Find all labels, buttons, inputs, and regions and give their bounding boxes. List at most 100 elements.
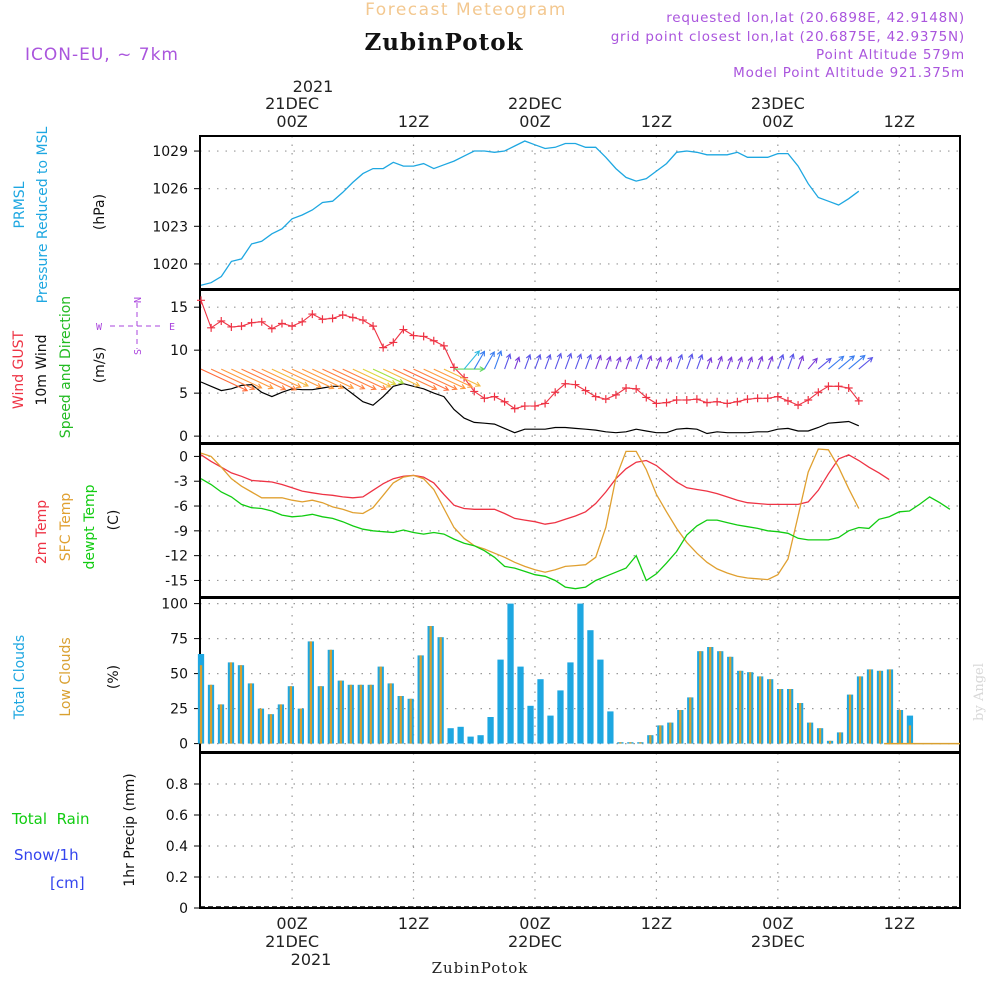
wind-direction-arrow: [726, 356, 733, 370]
wind-direction-arrow: [757, 355, 764, 370]
gust-marker: [237, 322, 246, 331]
total-cloud-bar: [567, 662, 574, 744]
gust-marker: [844, 383, 853, 392]
low-cloud-bar: [689, 697, 692, 744]
wind-direction-label: Speed and Direction: [58, 296, 74, 438]
pressure-label-prmsl: PRMSL: [12, 181, 28, 228]
low-cloud-bar: [878, 670, 882, 744]
wind-direction-arrow: [332, 368, 377, 391]
total-cloud-bar: [597, 659, 604, 744]
temp-2m-label: 2m Temp: [34, 500, 50, 564]
precip-unit: 1hr Precip (mm): [122, 773, 138, 886]
panel-temperature: 0 -3 -6 -9 -12 -15: [165, 443, 961, 598]
wind-direction-arrow: [696, 353, 704, 370]
low-cloud-bar: [818, 728, 822, 744]
wind-direction-arrow: [574, 353, 583, 370]
wind-direction-arrow: [291, 368, 335, 390]
gust-marker: [561, 379, 570, 388]
gust-marker: [530, 402, 539, 411]
y-tick-label: 0: [179, 901, 188, 917]
panel-clouds: 0 25 50 75 100: [161, 597, 961, 753]
wind-direction-arrow: [848, 354, 866, 370]
wind-direction-arrow: [483, 350, 495, 370]
sfc-temp-line: [200, 448, 860, 581]
wind-direction-arrow: [736, 356, 743, 370]
total-cloud-bar: [477, 735, 484, 744]
wind-direction-arrow: [231, 368, 274, 390]
compass-east: E: [169, 322, 175, 333]
y-tick-label: 0: [179, 429, 188, 445]
snow-label: Snow/1h: [14, 846, 79, 864]
gust-marker: [227, 322, 236, 331]
y-tick-label: 10: [170, 343, 188, 359]
wind-direction-arrow: [362, 368, 397, 386]
wind-direction-arrow: [544, 353, 552, 370]
low-cloud-bar: [339, 680, 342, 744]
requested-point: requested lon,lat (20.6898E, 42.9148N): [666, 10, 965, 26]
low-cloud-bar: [759, 676, 762, 744]
wind-direction-arrow: [454, 366, 486, 372]
top-year: 2021: [293, 77, 334, 96]
wind-10m-label: 10m Wind: [34, 334, 50, 405]
low-cloud-bar: [399, 696, 402, 744]
clouds-unit: (%): [106, 665, 122, 689]
low-cloud-bar: [788, 689, 792, 744]
pressure-label-msl: Pressure Reduced to MSL: [35, 126, 51, 303]
rain-label: Total Rain: [11, 810, 90, 828]
wind-direction-arrow: [807, 357, 818, 370]
dewpt-line: [200, 478, 951, 590]
panel-pressure: 1020 1023 1026 1029: [152, 135, 961, 290]
y-tick-label: 75: [170, 632, 188, 648]
low-cloud-bar: [429, 626, 432, 744]
low-cloud-bar: [319, 686, 322, 744]
low-cloud-bar: [739, 670, 742, 744]
point-altitude: Point Altitude 579m: [816, 47, 965, 63]
y-tick-label: 0: [179, 737, 188, 753]
low-cloud-bar: [419, 655, 422, 744]
total-cloud-bar: [527, 705, 534, 744]
bottom-day-label: 22DEC: [508, 932, 562, 951]
wind-direction-arrow: [504, 353, 512, 370]
gust-marker: [672, 396, 681, 405]
y-tick-label: 0.4: [166, 839, 188, 855]
low-cloud-bar: [749, 672, 752, 744]
gust-marker: [348, 313, 357, 322]
total-cloud-bar: [537, 679, 544, 744]
gust-marker: [703, 398, 712, 407]
y-tick-label: 1026: [152, 182, 188, 198]
y-tick-label: 25: [170, 702, 188, 718]
low-cloud-bar: [369, 684, 372, 744]
gust-marker: [753, 394, 762, 403]
wind-direction-arrow: [645, 354, 653, 370]
wind-direction-arrow: [514, 356, 521, 370]
temp2m-line: [200, 454, 890, 525]
model-altitude: Model Point Altitude 921.375m: [733, 65, 965, 81]
wind-direction-arrow: [666, 356, 673, 370]
gust-marker: [520, 402, 529, 411]
wind-direction-arrow: [655, 356, 663, 370]
wind-direction-arrow: [493, 350, 503, 370]
total-cloud-bar: [607, 711, 614, 744]
gust-marker: [470, 387, 479, 396]
low-cloud-bar: [719, 651, 722, 744]
wind-direction-arrow: [281, 368, 323, 389]
y-tick-label: -9: [174, 524, 188, 540]
watermark: by Angel: [972, 663, 987, 721]
low-cloud-bar: [239, 665, 243, 744]
gust-marker: [662, 398, 671, 407]
top-hour-label: 00Z: [519, 112, 550, 131]
bottom-hour-label: 12Z: [884, 914, 915, 933]
low-cloud-bar: [209, 684, 213, 744]
wind-direction-arrow: [635, 353, 643, 370]
low-cloud-bar: [729, 656, 732, 744]
wind-direction-arrow: [393, 368, 438, 391]
top-day-label: 23DEC: [751, 94, 805, 113]
low-cloud-bar: [199, 665, 203, 744]
gust-marker: [439, 341, 448, 350]
low-cloud-bar: [908, 725, 912, 744]
low-cloud-bar: [389, 683, 392, 744]
wind-direction-arrow: [524, 353, 532, 370]
gust-marker: [652, 399, 661, 408]
low-cloud-bar: [249, 683, 253, 744]
